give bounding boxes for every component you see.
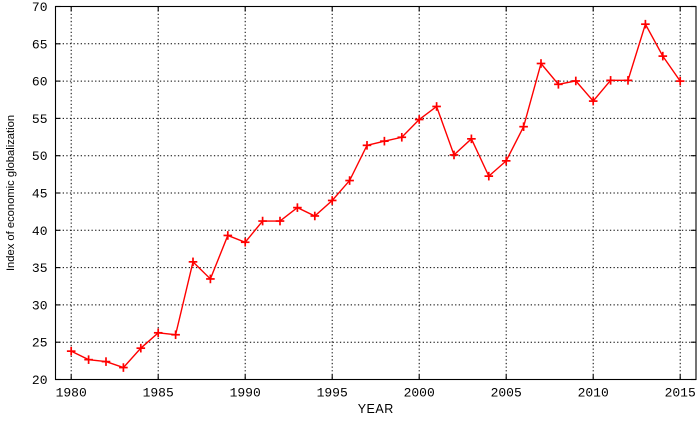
svg-text:60: 60 xyxy=(32,75,48,90)
svg-text:45: 45 xyxy=(32,187,48,202)
svg-text:70: 70 xyxy=(32,0,48,15)
svg-text:25: 25 xyxy=(32,336,48,351)
svg-text:2010: 2010 xyxy=(578,386,609,401)
svg-text:Index of economic globalizatio: Index of economic globalization xyxy=(5,115,17,271)
svg-text:2005: 2005 xyxy=(491,386,522,401)
svg-text:1990: 1990 xyxy=(230,386,261,401)
svg-text:35: 35 xyxy=(32,261,48,276)
svg-text:YEAR: YEAR xyxy=(358,402,394,416)
svg-text:30: 30 xyxy=(32,298,48,313)
svg-text:1980: 1980 xyxy=(56,386,87,401)
svg-text:1995: 1995 xyxy=(317,386,348,401)
svg-text:40: 40 xyxy=(32,224,48,239)
svg-text:65: 65 xyxy=(32,37,48,52)
svg-text:2000: 2000 xyxy=(404,386,435,401)
svg-text:50: 50 xyxy=(32,149,48,164)
svg-text:1985: 1985 xyxy=(143,386,174,401)
svg-text:20: 20 xyxy=(32,373,48,388)
svg-text:55: 55 xyxy=(32,112,48,127)
svg-text:2015: 2015 xyxy=(665,386,696,401)
